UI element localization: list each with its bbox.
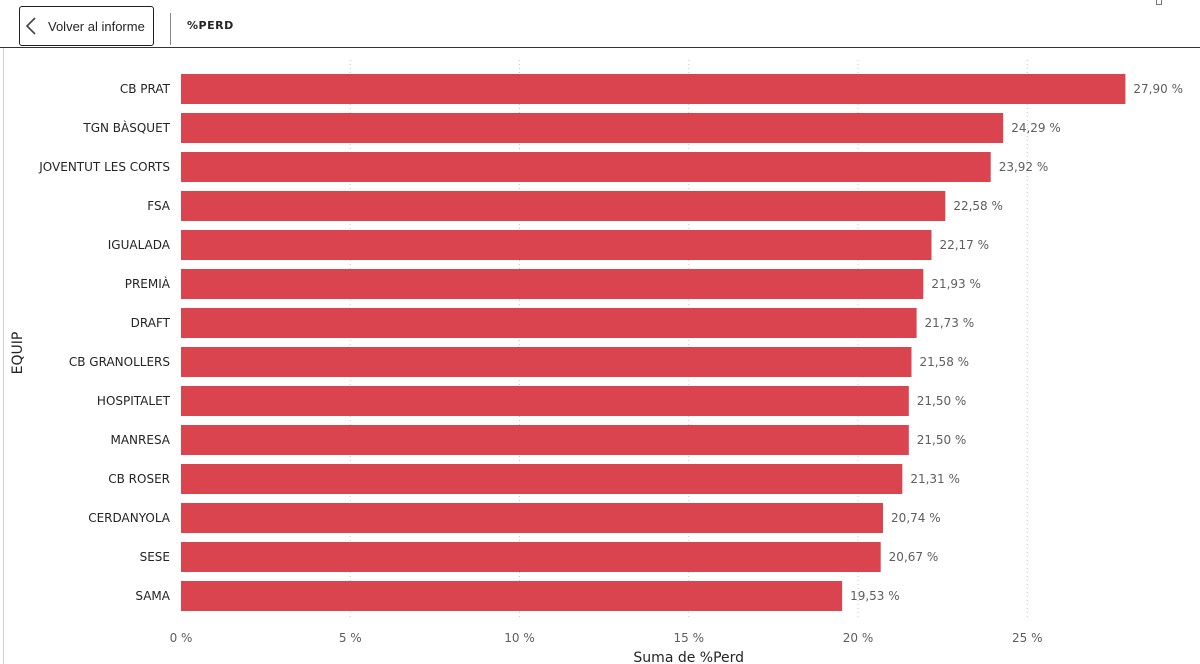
x-axis-title: Suma de %Perd [633,650,744,664]
bar [181,347,912,377]
category-label: CB PRAT [120,82,171,96]
category-label: TGN BÀSQUET [82,120,170,135]
bar [181,581,843,611]
category-label: CB ROSER [108,472,170,486]
category-label: CERDANYOLA [88,511,171,525]
category-label: SESE [140,550,170,564]
category-label: PREMIÀ [125,276,171,291]
data-label: 21,73 % [925,316,975,330]
bar [181,113,1004,143]
x-tick-label: 5 % [339,631,362,645]
category-label: SAMA [135,589,170,603]
bar [181,464,903,494]
data-label: 19,53 % [850,589,900,603]
header-divider [170,13,171,45]
category-label: JOVENTUT LES CORTS [38,160,170,174]
left-edge-line [3,48,4,664]
category-label: IGUALADA [108,238,171,252]
bar [181,152,991,182]
report-header: Volver al informe %PERD [0,0,1200,48]
data-label: 21,58 % [919,355,969,369]
chevron-left-icon [22,16,42,36]
category-label: MANRESA [110,433,170,447]
data-label: 20,67 % [889,550,939,564]
bar [181,191,946,221]
data-label: 22,17 % [939,238,989,252]
back-to-report-button[interactable]: Volver al informe [19,6,154,46]
x-tick-label: 10 % [504,631,535,645]
bar [181,503,883,533]
category-label: DRAFT [131,316,171,330]
bar [181,269,924,299]
back-button-label: Volver al informe [48,18,145,34]
x-tick-label: 0 % [170,631,193,645]
data-label: 22,58 % [953,199,1003,213]
x-tick-label: 25 % [1012,631,1043,645]
data-label: 24,29 % [1011,121,1061,135]
page-title: %PERD [187,19,234,32]
category-label: CB GRANOLLERS [69,355,170,369]
bar [181,230,932,260]
corner-mark [1156,0,1162,5]
data-label: 21,31 % [910,472,960,486]
data-label: 23,92 % [999,160,1049,174]
data-label: 21,50 % [917,394,967,408]
category-label: FSA [147,199,171,213]
bar [181,74,1126,104]
bar [181,308,917,338]
data-label: 21,93 % [931,277,981,291]
bar [181,542,881,572]
bar [181,425,909,455]
data-label: 27,90 % [1133,82,1183,96]
data-label: 21,50 % [917,433,967,447]
bar [181,386,909,416]
y-axis-title: EQUIP [10,332,26,375]
x-tick-label: 20 % [843,631,874,645]
data-label: 20,74 % [891,511,941,525]
bar-chart: CB PRAT 27,90 % TGN BÀSQUET 24,29 % JOVENTUT… [10,60,1183,664]
category-label: HOSPITALET [97,394,171,408]
x-tick-label: 15 % [674,631,705,645]
